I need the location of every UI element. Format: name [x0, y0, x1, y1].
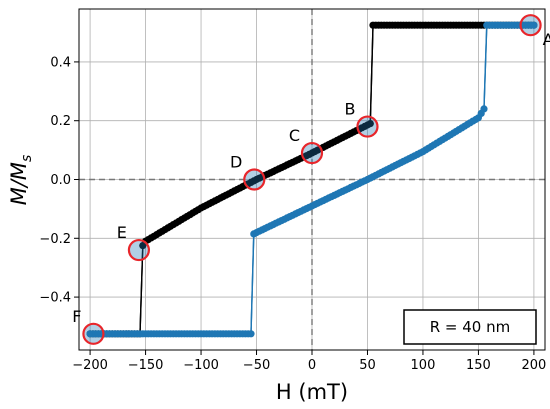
y-axis-label-main: M/M — [7, 162, 31, 205]
series-jump-line — [250, 233, 255, 334]
highlight-ring — [127, 238, 151, 262]
x-axis-label: H (mT) — [276, 380, 348, 404]
highlight-point-e: E — [117, 223, 151, 262]
point-label: D — [230, 153, 242, 172]
point-label: E — [117, 223, 127, 242]
y-tick-label: 0.4 — [50, 55, 71, 70]
x-tick-label: 150 — [466, 358, 491, 373]
data-point — [480, 105, 488, 113]
x-tick-label: 0 — [308, 358, 316, 373]
zero-lines — [79, 9, 545, 350]
highlight-point-f: F — [72, 307, 105, 345]
highlight-point-c: C — [289, 126, 324, 165]
y-tick-label: −0.2 — [39, 232, 71, 247]
x-tick-label: 100 — [411, 358, 436, 373]
highlight-ring — [243, 168, 266, 191]
highlight-ring — [356, 115, 379, 138]
y-tick-label: −0.4 — [39, 291, 71, 306]
x-tick-label: 50 — [359, 358, 376, 373]
legend-box: R = 40 nm — [403, 309, 537, 345]
series-ascending-branch — [86, 21, 538, 338]
highlight-ring — [300, 141, 324, 165]
y-tick-label: 0.0 — [50, 173, 71, 188]
highlight-ring — [519, 14, 542, 37]
x-ticks: −200 −150 −100 −50 0 50 100 150 200 — [72, 350, 546, 373]
point-label: F — [72, 307, 81, 326]
y-ticks: −0.4 −0.2 0.0 0.2 0.4 — [39, 55, 79, 306]
x-tick-label: 200 — [521, 358, 546, 373]
y-tick-label: 0.2 — [50, 114, 71, 129]
data-point — [247, 330, 255, 338]
y-axis-label: M/Ms — [7, 155, 35, 206]
series-layer — [86, 21, 538, 338]
highlight-layer: A B C D E F — [72, 14, 550, 345]
highlight-point-a: A — [519, 14, 550, 49]
data-point — [369, 21, 377, 29]
x-tick-label: −100 — [183, 358, 219, 373]
highlight-point-d: D — [230, 153, 266, 191]
x-tick-label: −200 — [72, 358, 108, 373]
legend-frame — [403, 309, 537, 345]
series-jump-line — [369, 25, 374, 124]
x-tick-label: −150 — [128, 358, 164, 373]
series-jump-line — [483, 25, 488, 109]
highlight-ring — [82, 322, 105, 345]
point-label: A — [543, 30, 550, 49]
legend-text: R = 40 nm — [430, 318, 511, 336]
data-point — [530, 21, 538, 29]
point-label: C — [289, 126, 300, 145]
data-point — [139, 242, 147, 250]
y-axis-label-subscript: s — [19, 155, 35, 162]
x-tick-label: −50 — [243, 358, 270, 373]
point-label: B — [344, 100, 355, 119]
highlight-point-b: B — [344, 100, 379, 138]
